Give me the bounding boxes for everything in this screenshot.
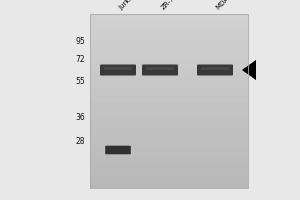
- Bar: [104, 66, 132, 70]
- FancyBboxPatch shape: [105, 146, 131, 154]
- Bar: [90, 14, 248, 188]
- Text: MDA-MB231: MDA-MB231: [215, 0, 249, 11]
- Bar: [201, 66, 229, 70]
- Text: 72: 72: [75, 55, 85, 64]
- Text: 95: 95: [75, 38, 85, 46]
- FancyBboxPatch shape: [142, 64, 178, 75]
- Text: Jurkat: Jurkat: [118, 0, 136, 11]
- Text: 28: 28: [76, 138, 85, 146]
- Bar: [146, 66, 174, 70]
- Text: 55: 55: [75, 77, 85, 86]
- FancyBboxPatch shape: [197, 64, 233, 75]
- Text: 36: 36: [75, 114, 85, 122]
- Polygon shape: [242, 60, 256, 80]
- Text: ZR-75-1: ZR-75-1: [160, 0, 184, 11]
- FancyBboxPatch shape: [100, 64, 136, 75]
